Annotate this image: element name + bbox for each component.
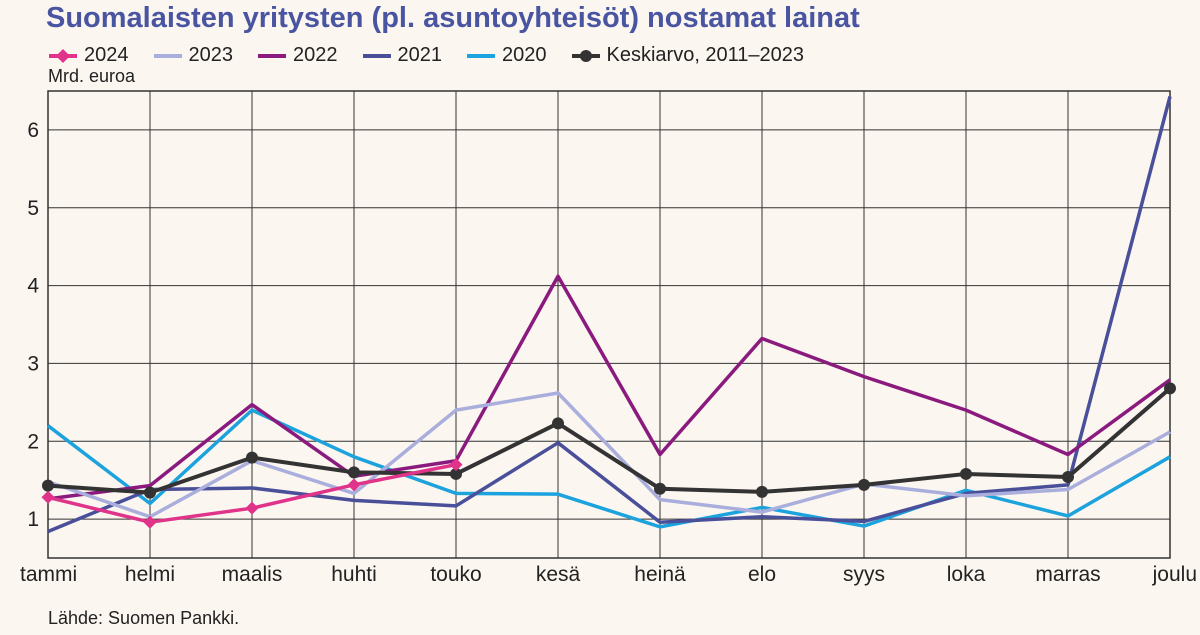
point-2024-tammi xyxy=(41,490,55,504)
legend-item-2023: 2023 xyxy=(153,44,234,67)
x-tick-label-elo: elo xyxy=(748,563,776,586)
x-tick-label-loka: loka xyxy=(947,563,986,586)
chart-title: Suomalaisten yritysten (pl. asuntoyhteis… xyxy=(46,2,860,34)
series-line-2022 xyxy=(47,274,1172,501)
legend-swatch-keskiarvo-2011-2023 xyxy=(571,49,600,62)
point-keskiarvo-2011-2023-kes xyxy=(552,417,564,430)
legend-item-2024: 2024 xyxy=(48,44,129,67)
point-keskiarvo-2011-2023-loka xyxy=(960,467,972,480)
series-lines xyxy=(41,96,1176,534)
legend-label-2022: 2022 xyxy=(293,44,338,66)
x-tick-label-tammi: tammi xyxy=(20,563,77,586)
point-keskiarvo-2011-2023-helmi xyxy=(144,486,156,499)
point-keskiarvo-2011-2023-elo xyxy=(756,485,768,498)
series-2022 xyxy=(47,274,1172,501)
series-line-2021 xyxy=(47,96,1172,534)
legend-label-2023: 2023 xyxy=(188,44,234,66)
series-keskiarvo-2011-2023 xyxy=(42,382,1176,499)
legend-item-keskiarvo-2011-2023: Keskiarvo, 2011–2023 xyxy=(571,44,805,67)
legend: 2024 2023 2022 2021 2020 Keskiarvo, 2011–2023 xyxy=(48,44,828,67)
x-tick-label-syys: syys xyxy=(843,563,885,586)
point-2024-touko xyxy=(449,458,463,472)
source-note: Lähde: Suomen Pankki. xyxy=(48,608,240,628)
x-tick-label-huhti: huhti xyxy=(331,563,377,586)
legend-label-keskiarvo-2011-2023: Keskiarvo, 2011–2023 xyxy=(606,44,805,66)
point-2024-helmi xyxy=(143,515,157,529)
axes: 1 2 3 4 5 6 tammi helmi maalis huhti touko kesä hein… xyxy=(20,119,1197,586)
series-2021 xyxy=(47,96,1172,534)
x-tick-label-helmi: helmi xyxy=(125,563,175,586)
series-2024 xyxy=(41,458,463,529)
point-keskiarvo-2011-2023-marras xyxy=(1062,471,1074,484)
y-tick-label-3: 3 xyxy=(27,352,39,375)
x-tick-label-touko: touko xyxy=(430,563,481,586)
legend-swatch-2020 xyxy=(467,53,495,58)
x-tick-label-hein: heinä xyxy=(634,563,686,586)
legend-item-2022: 2022 xyxy=(257,44,338,67)
x-tick-label-maalis: maalis xyxy=(222,563,283,586)
legend-swatch-2021 xyxy=(362,53,391,58)
legend-swatch-2024 xyxy=(49,48,77,63)
x-tick-label-joulu: joulu xyxy=(1152,563,1197,586)
point-2024-huhti xyxy=(347,478,361,492)
series-line-keskiarvo-2011-2023 xyxy=(47,386,1172,495)
y-tick-label-2: 2 xyxy=(27,430,39,453)
grid xyxy=(47,90,1171,559)
legend-item-2020: 2020 xyxy=(466,44,547,67)
legend-label-2024: 2024 xyxy=(84,44,129,66)
point-keskiarvo-2011-2023-joulu xyxy=(1164,382,1176,395)
y-tick-label-6: 6 xyxy=(27,119,39,142)
y-tick-label-4: 4 xyxy=(27,275,39,298)
legend-swatch-2022 xyxy=(258,53,286,58)
point-2024-maalis xyxy=(245,501,259,515)
y-axis-unit-label: Mrd. euroa xyxy=(48,66,136,86)
point-keskiarvo-2011-2023-hein xyxy=(654,482,666,495)
legend-label-2021: 2021 xyxy=(397,44,443,66)
plot-frame xyxy=(47,90,1171,559)
point-keskiarvo-2011-2023-huhti xyxy=(348,466,360,479)
y-tick-label-1: 1 xyxy=(27,508,39,531)
legend-item-2021: 2021 xyxy=(362,44,443,67)
point-keskiarvo-2011-2023-syys xyxy=(858,478,870,491)
x-tick-label-marras: marras xyxy=(1035,563,1100,586)
legend-swatch-2023 xyxy=(153,53,182,58)
point-keskiarvo-2011-2023-maalis xyxy=(246,451,258,464)
series-line-2023 xyxy=(47,391,1171,519)
legend-label-2020: 2020 xyxy=(502,44,547,66)
y-tick-label-5: 5 xyxy=(27,197,39,220)
point-keskiarvo-2011-2023-touko xyxy=(450,467,462,480)
x-tick-label-kes: kesä xyxy=(536,563,581,586)
point-keskiarvo-2011-2023-tammi xyxy=(42,479,54,492)
line-chart: 1 2 3 4 5 6 tammi helmi maalis huhti touko kesä hein… xyxy=(20,90,1197,586)
